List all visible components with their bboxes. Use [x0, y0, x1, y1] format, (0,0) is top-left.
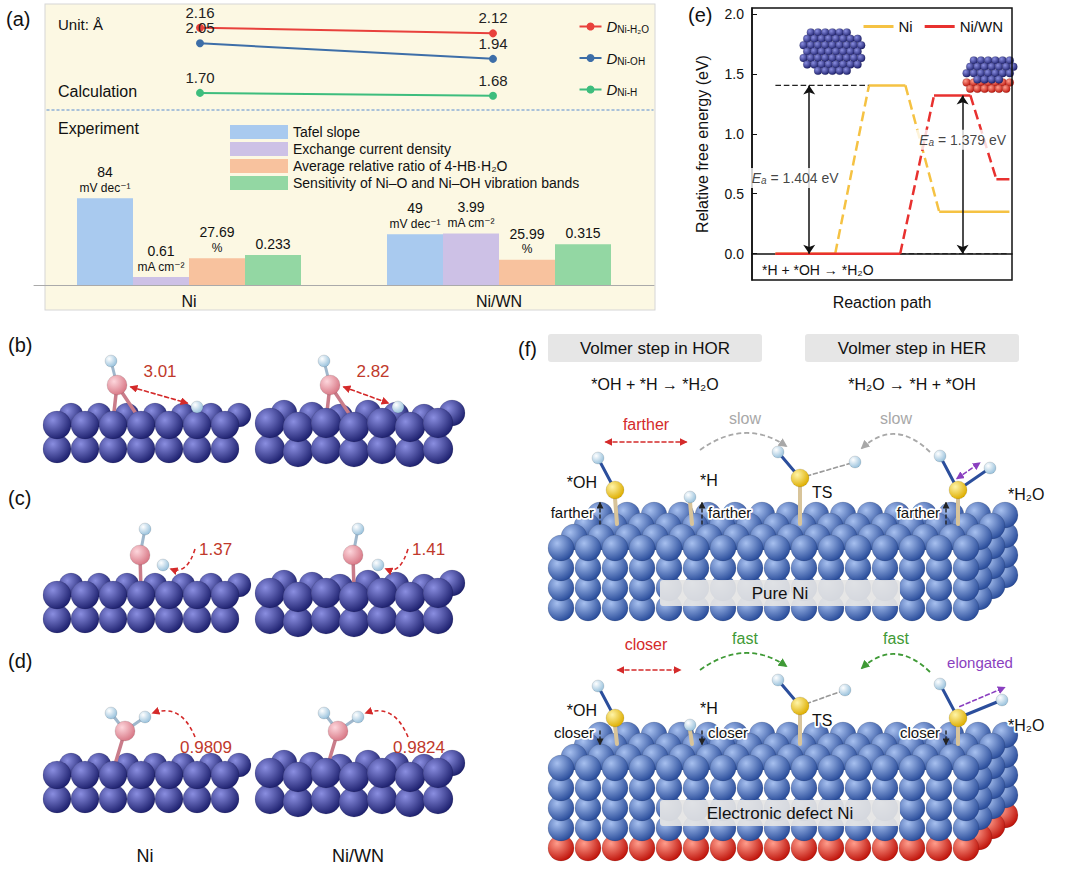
svg-text:(b): (b)	[8, 334, 32, 356]
svg-text:closer: closer	[554, 724, 594, 741]
svg-text:3.99: 3.99	[457, 199, 484, 215]
svg-text:fast: fast	[883, 630, 909, 647]
svg-text:Ni/WN: Ni/WN	[332, 846, 384, 866]
svg-text:%: %	[522, 242, 533, 256]
svg-text:Exchange current density: Exchange current density	[293, 141, 451, 157]
svg-text:Tafel slope: Tafel slope	[293, 124, 360, 140]
html-text:Ea: Ea	[751, 169, 767, 187]
svg-text:Reaction path: Reaction path	[833, 294, 932, 311]
svg-text:D: D	[607, 50, 618, 67]
svg-text:farther: farther	[551, 504, 594, 521]
svg-text:1.37: 1.37	[199, 540, 232, 559]
svg-text:1.94: 1.94	[478, 35, 507, 52]
svg-text:(a): (a)	[6, 8, 30, 30]
svg-text:Unit: Å: Unit: Å	[58, 16, 103, 33]
svg-text:(f): (f)	[518, 338, 537, 360]
svg-text:2.82: 2.82	[356, 362, 389, 381]
svg-text:%: %	[212, 241, 223, 255]
svg-text:D: D	[607, 81, 618, 98]
svg-text:1.0: 1.0	[725, 126, 745, 142]
svg-text:Ni: Ni	[137, 846, 154, 866]
svg-text:1.68: 1.68	[478, 72, 507, 89]
svg-text:closer: closer	[900, 724, 940, 741]
svg-text:3.01: 3.01	[143, 362, 176, 381]
svg-text:slow: slow	[729, 410, 761, 427]
svg-text:1.41: 1.41	[412, 540, 445, 559]
svg-text:27.69: 27.69	[199, 224, 234, 240]
html-text:Ea: Ea	[919, 131, 934, 149]
svg-text:fast: fast	[732, 630, 758, 647]
svg-text:(c): (c)	[8, 487, 31, 509]
svg-text:= 1.404 eV: = 1.404 eV	[767, 170, 840, 186]
svg-text:TS: TS	[812, 712, 832, 729]
svg-text:2.0: 2.0	[725, 6, 745, 22]
svg-text:D: D	[607, 18, 618, 35]
svg-text:*H: *H	[700, 472, 718, 489]
svg-text:Ni/WN: Ni/WN	[476, 293, 522, 310]
svg-text:closer: closer	[625, 636, 668, 653]
svg-text:mV dec⁻¹: mV dec⁻¹	[79, 181, 130, 195]
svg-text:farther: farther	[897, 504, 940, 521]
svg-text:Ni-OH: Ni-OH	[617, 56, 645, 67]
svg-text:2.16: 2.16	[185, 4, 214, 21]
svg-text:0.5: 0.5	[725, 186, 745, 202]
svg-text:49: 49	[407, 200, 423, 216]
svg-text:mV dec⁻¹: mV dec⁻¹	[389, 217, 440, 231]
svg-text:*H + *OH → *H₂O: *H + *OH → *H₂O	[762, 262, 874, 278]
svg-text:*H: *H	[700, 700, 718, 717]
svg-text:2.12: 2.12	[478, 9, 507, 26]
svg-text:Sensitivity of Ni–O and Ni–OH: Sensitivity of Ni–O and Ni–OH vibration …	[293, 175, 579, 191]
svg-text:*OH + *H → *H₂O: *OH + *H → *H₂O	[591, 376, 719, 393]
svg-text:*H₂O → *H + *OH: *H₂O → *H + *OH	[848, 376, 976, 393]
svg-text:2.05: 2.05	[185, 19, 214, 36]
svg-text:Calculation: Calculation	[58, 83, 137, 100]
svg-text:25.99: 25.99	[509, 226, 544, 242]
svg-text:*H₂O: *H₂O	[1008, 717, 1044, 734]
svg-text:0.61: 0.61	[147, 243, 174, 259]
svg-text:*OH: *OH	[567, 474, 597, 491]
svg-text:Average relative ratio of 4-HB: Average relative ratio of 4-HB·H₂O	[293, 158, 508, 174]
svg-text:Volmer step in HOR: Volmer step in HOR	[580, 339, 730, 358]
svg-text:Ni: Ni	[181, 293, 196, 310]
svg-text:TS: TS	[812, 484, 832, 501]
svg-text:0.0: 0.0	[725, 246, 745, 262]
svg-text:(d): (d)	[8, 650, 32, 672]
svg-text:closer: closer	[708, 724, 748, 741]
svg-text:*OH: *OH	[567, 702, 597, 719]
svg-text:0.315: 0.315	[565, 225, 600, 241]
svg-text:Ni: Ni	[899, 18, 913, 35]
svg-text:= 1.379 eV: = 1.379 eV	[934, 132, 1007, 148]
svg-text:Ni-H: Ni-H	[617, 87, 637, 98]
svg-text:Volmer step in HER: Volmer step in HER	[838, 339, 986, 358]
svg-text:84: 84	[97, 164, 113, 180]
svg-text:0.233: 0.233	[255, 236, 290, 252]
svg-text:0.9824: 0.9824	[393, 738, 445, 757]
svg-text:Ni-H₂O: Ni-H₂O	[617, 24, 649, 35]
svg-text:Ni/WN: Ni/WN	[960, 18, 1003, 35]
svg-text:*H₂O: *H₂O	[1008, 486, 1044, 503]
svg-text:mA cm⁻²: mA cm⁻²	[138, 260, 185, 274]
svg-text:0.9809: 0.9809	[180, 738, 232, 757]
svg-text:mA cm⁻²: mA cm⁻²	[448, 216, 495, 230]
svg-text:1.5: 1.5	[725, 66, 745, 82]
svg-text:farther: farther	[623, 416, 670, 433]
svg-text:elongated: elongated	[947, 654, 1013, 671]
svg-text:1.70: 1.70	[185, 69, 214, 86]
svg-text:(e): (e)	[688, 4, 712, 26]
svg-text:Relative free energy (eV): Relative free energy (eV)	[694, 55, 711, 233]
svg-text:Pure Ni: Pure Ni	[752, 584, 809, 603]
svg-text:Electronic defect Ni: Electronic defect Ni	[707, 804, 853, 823]
svg-text:slow: slow	[880, 410, 912, 427]
svg-text:Experiment: Experiment	[58, 120, 139, 137]
svg-text:farther: farther	[708, 504, 751, 521]
